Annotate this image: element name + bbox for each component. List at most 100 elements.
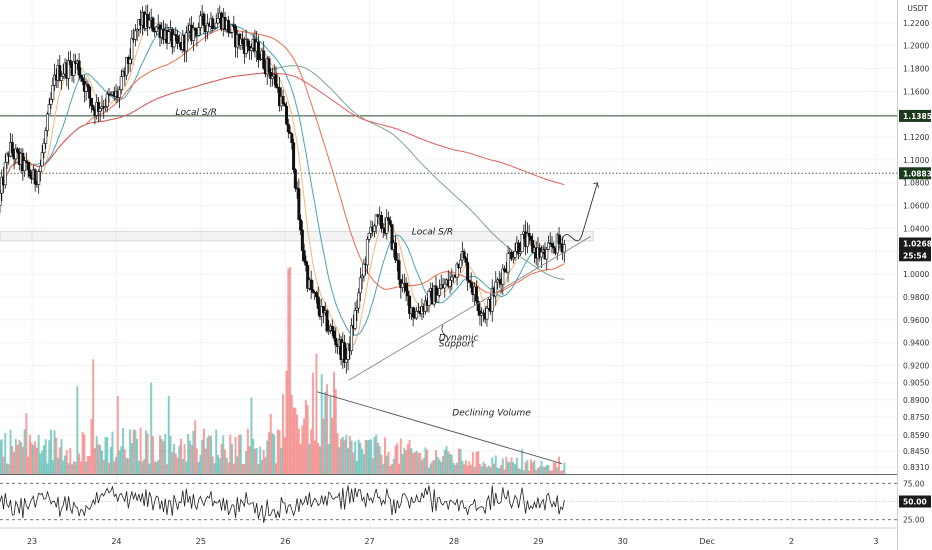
volume-bar	[14, 439, 17, 474]
volume-bar	[529, 459, 532, 474]
price-tick-label: 0.9800	[903, 293, 929, 302]
volume-bar	[49, 429, 52, 474]
candle-body	[283, 103, 287, 107]
candle-body	[506, 252, 510, 273]
candle-body	[5, 153, 9, 163]
candle-body	[246, 39, 250, 47]
volume-bar	[74, 461, 77, 474]
volume-bar	[202, 428, 205, 474]
volume-bar	[385, 455, 388, 474]
volume-bar	[484, 463, 487, 474]
volume-bar	[485, 467, 488, 474]
volume-bar	[97, 444, 100, 474]
volume-bar	[431, 460, 434, 474]
price-label-box	[899, 249, 931, 262]
volume-bar	[354, 441, 357, 474]
candle-body	[33, 169, 37, 185]
volume-bar	[199, 454, 202, 474]
volume-bar	[86, 455, 89, 474]
volume-bar	[494, 455, 497, 474]
volume-bar	[480, 466, 483, 474]
candle-body	[518, 251, 522, 254]
volume-bar	[364, 439, 367, 474]
volume-bar	[262, 449, 265, 474]
candle-body	[147, 19, 151, 28]
candle-body	[367, 232, 371, 240]
candle-body	[77, 60, 81, 76]
volume-bar	[280, 448, 283, 474]
candle-body	[119, 76, 123, 90]
volume-bar	[157, 459, 160, 474]
date-tick-label: 27	[365, 537, 375, 546]
volume-bar	[0, 440, 1, 474]
volume-bar	[102, 459, 105, 474]
candle-body	[388, 220, 392, 225]
candle-body	[3, 161, 7, 186]
volume-bar	[492, 463, 495, 474]
price-tick-label: 1.0000	[903, 270, 929, 279]
volume-bar	[420, 460, 423, 474]
annotation-label: Local S/R	[176, 108, 217, 118]
candle-body	[26, 161, 30, 171]
annotation-label: Support	[439, 340, 475, 350]
candle-body	[466, 261, 470, 281]
candle-body	[387, 217, 391, 221]
volume-bar	[498, 468, 501, 474]
candle-body	[374, 214, 378, 227]
candle-body	[270, 75, 274, 80]
volume-bar	[231, 443, 234, 474]
candle-body	[262, 50, 266, 69]
volume-bar	[164, 433, 167, 474]
candle-body	[434, 285, 438, 303]
volume-bar	[406, 444, 409, 474]
volume-bar	[426, 449, 429, 474]
volume-bar	[278, 430, 281, 474]
volume-bar	[132, 429, 135, 474]
price-tick-label: 0.9200	[903, 361, 929, 370]
candle-body	[258, 58, 262, 61]
candle-body	[321, 306, 325, 314]
volume-bar	[519, 468, 522, 474]
candle-body	[459, 259, 463, 269]
candle-body	[517, 242, 521, 254]
candle-body	[350, 325, 354, 352]
candle-body	[151, 17, 155, 32]
volume-bar	[331, 418, 334, 474]
candle-body	[98, 108, 102, 112]
volume-bar	[325, 384, 328, 474]
price-tick-label: 1.0400	[903, 224, 929, 233]
candle-body	[205, 23, 209, 33]
candle-body	[295, 187, 299, 190]
volume-bar	[366, 440, 369, 474]
candle-body	[408, 295, 412, 314]
price-tick-label: 0.8750	[903, 413, 929, 422]
volume-bar	[508, 462, 511, 474]
volume-bar	[178, 445, 181, 474]
candle-body	[249, 47, 253, 51]
candle-body	[198, 15, 202, 28]
volume-bar	[137, 460, 140, 474]
volume-bar	[487, 465, 490, 474]
volume-bar	[127, 458, 130, 474]
volume-bar	[55, 437, 58, 474]
candle-body	[256, 41, 260, 60]
price-tick-label: 0.9050	[903, 379, 929, 388]
price-tick-label: 1.0600	[903, 202, 929, 211]
candle-body	[316, 296, 320, 309]
candle-body	[172, 34, 176, 48]
volume-bar	[46, 463, 49, 474]
volume-bar	[187, 434, 190, 474]
volume-bar	[283, 436, 286, 474]
candle-body	[436, 294, 440, 303]
price-tick-label: 0.8900	[903, 396, 929, 405]
volume-bar	[185, 461, 188, 474]
volume-bar	[536, 468, 539, 474]
candle-body	[191, 27, 195, 42]
volume-bar	[204, 448, 207, 474]
volume-bar	[88, 456, 91, 474]
volume-bar	[260, 459, 263, 474]
volume-bar	[392, 458, 395, 474]
volume-bar	[297, 428, 300, 474]
